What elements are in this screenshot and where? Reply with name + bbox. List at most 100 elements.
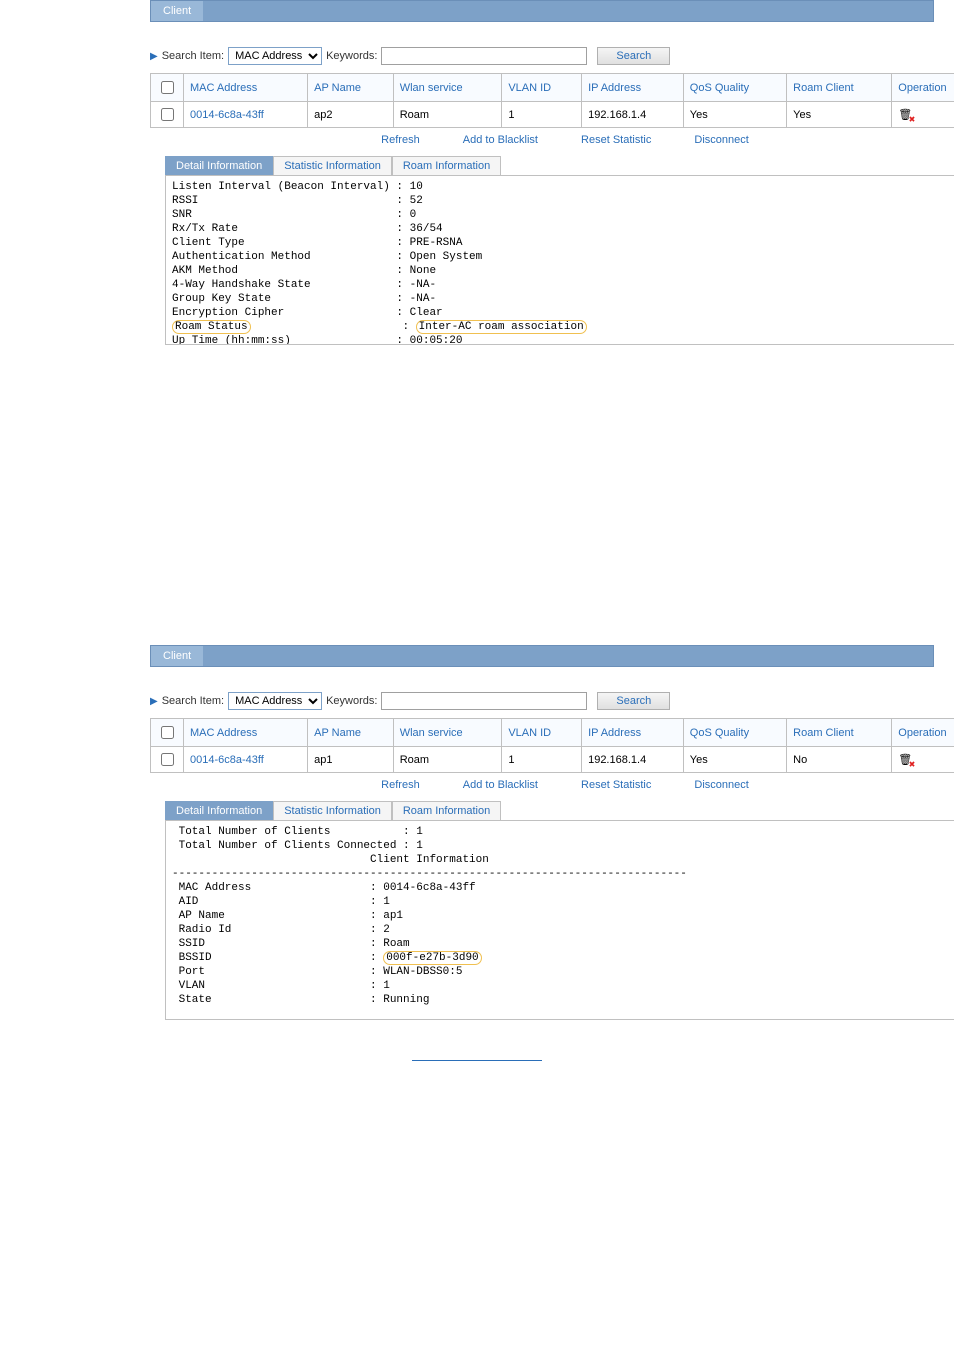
delete-icon[interactable] bbox=[898, 753, 912, 767]
select-all-checkbox[interactable] bbox=[161, 81, 174, 94]
keywords-input[interactable] bbox=[381, 47, 587, 65]
cell-op bbox=[892, 747, 954, 773]
client-table: MAC Address AP Name Wlan service VLAN ID… bbox=[150, 718, 954, 773]
table-header-row: MAC Address AP Name Wlan service VLAN ID… bbox=[151, 74, 954, 102]
detail-tabs: Detail Information Statistic Information… bbox=[165, 801, 954, 820]
row-checkbox[interactable] bbox=[161, 108, 174, 121]
col-vlan: VLAN ID bbox=[502, 719, 582, 747]
cell-qos: Yes bbox=[683, 747, 786, 773]
cell-mac[interactable]: 0014-6c8a-43ff bbox=[184, 102, 308, 128]
arrow-icon: ▶ bbox=[150, 696, 158, 707]
cell-ap: ap1 bbox=[308, 747, 394, 773]
delete-icon[interactable] bbox=[898, 108, 912, 122]
cell-vlan: 1 bbox=[502, 102, 582, 128]
refresh-link[interactable]: Refresh bbox=[381, 779, 420, 791]
detail-line: Group Key State : -NA- bbox=[172, 292, 954, 306]
search-item-label: Search Item: bbox=[162, 695, 224, 707]
col-wlan: Wlan service bbox=[393, 719, 502, 747]
cell-mac[interactable]: 0014-6c8a-43ff bbox=[184, 747, 308, 773]
col-mac: MAC Address bbox=[184, 74, 308, 102]
search-button[interactable]: Search bbox=[597, 692, 670, 710]
detail-line: Total Number of Clients Connected : 1 bbox=[172, 839, 954, 853]
detail-line: Client Information bbox=[172, 853, 954, 867]
col-vlan: VLAN ID bbox=[502, 74, 582, 102]
reset-stat-link[interactable]: Reset Statistic bbox=[581, 134, 651, 146]
detail-line: Encryption Cipher : Clear bbox=[172, 306, 954, 320]
tab-statistic[interactable]: Statistic Information bbox=[273, 801, 392, 820]
client-table: MAC Address AP Name Wlan service VLAN ID… bbox=[150, 73, 954, 128]
detail-line: SNR : 0 bbox=[172, 208, 954, 222]
col-roam: Roam Client bbox=[787, 719, 892, 747]
cell-wlan: Roam bbox=[393, 747, 502, 773]
table-row: 0014-6c8a-43ff ap1 Roam 1 192.168.1.4 Ye… bbox=[151, 747, 954, 773]
search-item-select[interactable]: MAC Address bbox=[228, 692, 322, 710]
arrow-icon: ▶ bbox=[150, 51, 158, 62]
detail-line: Port : WLAN-DBSS0:5 bbox=[172, 965, 954, 979]
col-ip: IP Address bbox=[582, 74, 684, 102]
tab-roam[interactable]: Roam Information bbox=[392, 156, 501, 175]
col-ip: IP Address bbox=[582, 719, 684, 747]
blacklist-link[interactable]: Add to Blacklist bbox=[463, 134, 538, 146]
bssid-value: 000f-e27b-3d90 bbox=[383, 951, 481, 965]
blacklist-link[interactable]: Add to Blacklist bbox=[463, 779, 538, 791]
detail-line: Total Number of Clients : 1 bbox=[172, 825, 954, 839]
cell-wlan: Roam bbox=[393, 102, 502, 128]
detail-line: AID : 1 bbox=[172, 895, 954, 909]
cell-ip: 192.168.1.4 bbox=[582, 747, 684, 773]
panel-title-tab: Client bbox=[151, 646, 204, 666]
disconnect-link[interactable]: Disconnect bbox=[694, 779, 748, 791]
search-item-label: Search Item: bbox=[162, 50, 224, 62]
refresh-link[interactable]: Refresh bbox=[381, 134, 420, 146]
select-all-checkbox[interactable] bbox=[161, 726, 174, 739]
cell-ap: ap2 bbox=[308, 102, 394, 128]
detail-line: RSSI : 52 bbox=[172, 194, 954, 208]
keywords-label: Keywords: bbox=[326, 50, 377, 62]
reset-stat-link[interactable]: Reset Statistic bbox=[581, 779, 651, 791]
detail-line: 4-Way Handshake State : -NA- bbox=[172, 278, 954, 292]
row-checkbox[interactable] bbox=[161, 753, 174, 766]
col-op: Operation bbox=[892, 74, 954, 102]
detail-line: AKM Method : None bbox=[172, 264, 954, 278]
cell-op bbox=[892, 102, 954, 128]
tab-detail[interactable]: Detail Information bbox=[165, 801, 273, 820]
detail-line: State : Running bbox=[172, 993, 954, 1007]
panel-title-bar: Client bbox=[150, 0, 934, 22]
col-wlan: Wlan service bbox=[393, 74, 502, 102]
disconnect-link[interactable]: Disconnect bbox=[694, 134, 748, 146]
detail-line: Up Time (hh:mm:ss) : 00:05:20 bbox=[172, 334, 954, 345]
panel-title-tab: Client bbox=[151, 1, 204, 21]
detail-line: Rx/Tx Rate : 36/54 bbox=[172, 222, 954, 236]
footer-rule bbox=[412, 1060, 542, 1061]
detail-line-bssid: BSSID : 000f-e27b-3d90 bbox=[172, 951, 954, 965]
cell-qos: Yes bbox=[683, 102, 786, 128]
col-qos: QoS Quality bbox=[683, 719, 786, 747]
search-row: ▶ Search Item: MAC Address Keywords: Sea… bbox=[150, 47, 934, 65]
col-mac: MAC Address bbox=[184, 719, 308, 747]
col-op: Operation bbox=[892, 719, 954, 747]
search-button[interactable]: Search bbox=[597, 47, 670, 65]
detail-line: Radio Id : 2 bbox=[172, 923, 954, 937]
keywords-input[interactable] bbox=[381, 692, 587, 710]
cell-vlan: 1 bbox=[502, 747, 582, 773]
detail-panel: Listen Interval (Beacon Interval) : 10RS… bbox=[165, 175, 954, 345]
detail-line: MAC Address : 0014-6c8a-43ff bbox=[172, 881, 954, 895]
keywords-label: Keywords: bbox=[326, 695, 377, 707]
col-apname: AP Name bbox=[308, 74, 394, 102]
action-row: Refresh Add to Blacklist Reset Statistic… bbox=[150, 773, 954, 801]
search-row: ▶ Search Item: MAC Address Keywords: Sea… bbox=[150, 692, 934, 710]
tab-statistic[interactable]: Statistic Information bbox=[273, 156, 392, 175]
detail-line: AP Name : ap1 bbox=[172, 909, 954, 923]
detail-line: Client Type : PRE-RSNA bbox=[172, 236, 954, 250]
tab-detail[interactable]: Detail Information bbox=[165, 156, 273, 175]
search-item-select[interactable]: MAC Address bbox=[228, 47, 322, 65]
col-roam: Roam Client bbox=[787, 74, 892, 102]
roam-status-value: Inter-AC roam association bbox=[416, 320, 587, 334]
table-header-row: MAC Address AP Name Wlan service VLAN ID… bbox=[151, 719, 954, 747]
detail-line: ----------------------------------------… bbox=[172, 867, 954, 881]
detail-line: Listen Interval (Beacon Interval) : 10 bbox=[172, 180, 954, 194]
detail-tabs: Detail Information Statistic Information… bbox=[165, 156, 954, 175]
panel-title-bar: Client bbox=[150, 645, 934, 667]
roam-status-label: Roam Status bbox=[172, 320, 251, 334]
tab-roam[interactable]: Roam Information bbox=[392, 801, 501, 820]
cell-roam: Yes bbox=[787, 102, 892, 128]
